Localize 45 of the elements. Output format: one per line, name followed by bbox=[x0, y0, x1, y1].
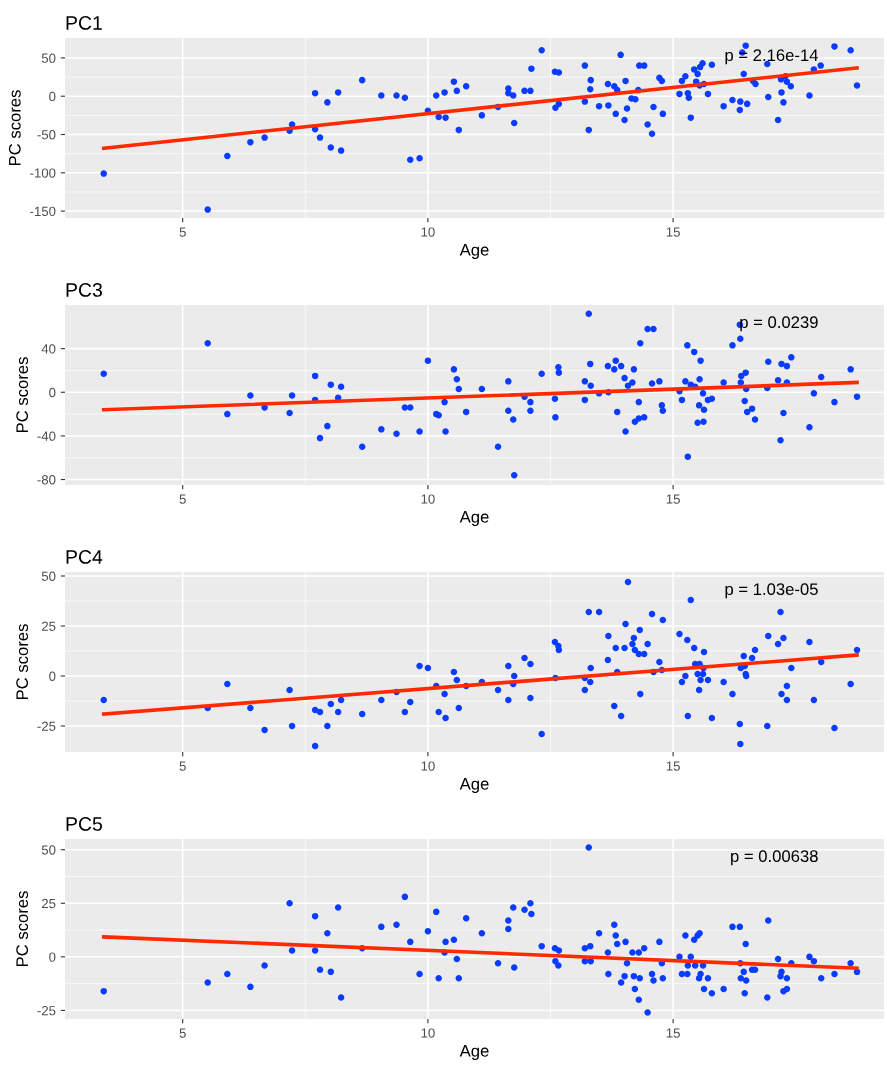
annotation: p = 0.00638 bbox=[731, 850, 818, 866]
y-tick-label: 50 bbox=[41, 845, 56, 855]
x-tick-label: 10 bbox=[421, 494, 435, 504]
x-axis-title: Age bbox=[459, 1045, 489, 1061]
y-tick-label: 40 bbox=[41, 344, 56, 354]
x-tick-label: 5 bbox=[179, 761, 186, 771]
x-tick-label: 15 bbox=[666, 761, 680, 771]
y-tick-label: 50 bbox=[41, 571, 56, 581]
y-axis-title: PC scores bbox=[16, 891, 29, 967]
x-tick-label: 5 bbox=[179, 1028, 186, 1038]
chart-title: PC3 bbox=[66, 283, 102, 297]
x-tick-label: 5 bbox=[179, 494, 186, 504]
x-tick-label: 5 bbox=[179, 227, 186, 237]
x-tick-label: 10 bbox=[421, 1028, 435, 1038]
annotation: p = 0.0239 bbox=[740, 316, 818, 332]
annotation: p = 1.03e-05 bbox=[725, 583, 818, 599]
y-tick-label: 25 bbox=[41, 898, 56, 909]
y-axis-title: PC scores bbox=[16, 357, 29, 433]
chart-title: PC5 bbox=[66, 817, 103, 831]
y-tick-label: 0 bbox=[49, 387, 56, 398]
y-tick-label: -80 bbox=[37, 475, 56, 485]
y-tick-label: -100 bbox=[30, 168, 56, 178]
y-tick-label: -25 bbox=[37, 721, 56, 731]
y-tick-label: 0 bbox=[49, 952, 56, 962]
y-tick-label: 50 bbox=[41, 53, 56, 63]
chart-title: PC1 bbox=[66, 16, 102, 30]
annotation: p = 2.16e-14 bbox=[725, 49, 818, 65]
y-axis-title: PC scores bbox=[8, 90, 21, 166]
y-tick-label: -50 bbox=[37, 130, 56, 140]
x-tick-label: 15 bbox=[666, 494, 680, 504]
x-axis-title: Age bbox=[459, 511, 489, 527]
x-axis-title: Age bbox=[459, 244, 489, 260]
x-axis-title: Age bbox=[459, 778, 489, 794]
y-tick-label: 25 bbox=[41, 621, 56, 631]
x-tick-label: 15 bbox=[666, 227, 680, 237]
y-tick-label: -150 bbox=[30, 206, 56, 217]
y-tick-label: 0 bbox=[49, 671, 56, 681]
x-tick-label: 15 bbox=[666, 1028, 680, 1038]
x-tick-label: 10 bbox=[421, 227, 435, 237]
y-tick-label: 0 bbox=[49, 91, 56, 102]
y-tick-label: -25 bbox=[37, 1006, 56, 1016]
chart-title: PC4 bbox=[66, 550, 103, 564]
y-axis-title: PC scores bbox=[16, 624, 29, 700]
x-tick-label: 10 bbox=[421, 761, 435, 771]
y-tick-label: -40 bbox=[37, 431, 56, 441]
